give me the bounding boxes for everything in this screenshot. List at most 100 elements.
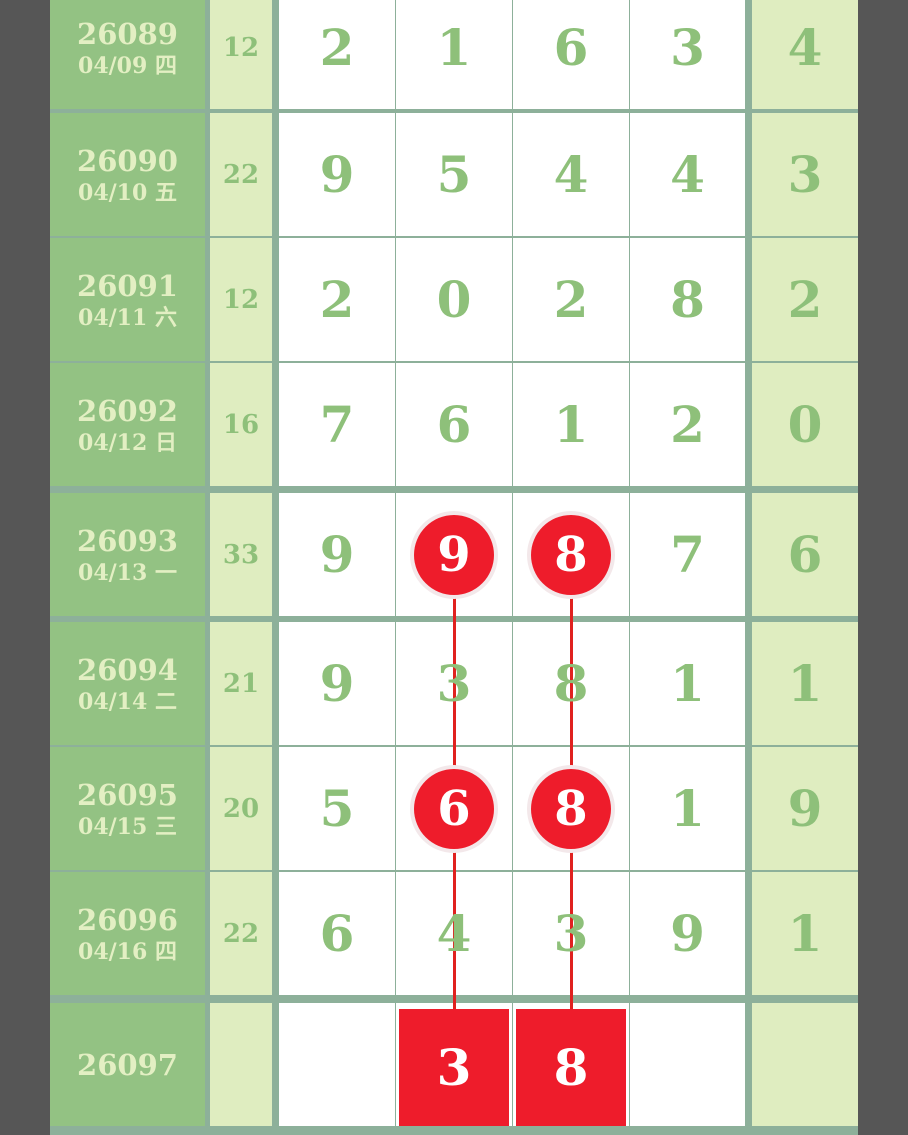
last-digit-cell: 3 — [752, 113, 858, 236]
issue-cell: 26097 — [50, 1003, 205, 1126]
digit-cell: 1 — [513, 363, 629, 486]
digit-cell: 2 — [279, 238, 395, 361]
last-digit-value: 6 — [787, 525, 823, 584]
digit-value: 9 — [319, 525, 355, 584]
digit-cell: 1 — [630, 747, 745, 870]
digit-cell: 7 — [630, 493, 745, 616]
issue-cell: 26089 04/09 四 — [50, 0, 205, 109]
digit-value: 1 — [670, 779, 705, 838]
digit-cell: 6 — [396, 363, 512, 486]
digit-value: 6 — [319, 904, 355, 963]
digit-cell: 9 — [630, 872, 745, 995]
last-digit-value: 3 — [787, 145, 823, 204]
digit-cell: 9 — [279, 493, 395, 616]
lottery-trend-table: 26089 04/09 四 12 2 1 6 3 4 26090 04/10 五 22 9 5 4 4 3 26… — [50, 0, 858, 1135]
digit-value: 7 — [319, 395, 355, 454]
predicted-box: 8 — [516, 1009, 626, 1126]
digit-value: 6 — [436, 395, 472, 454]
issue-number: 26097 — [77, 1047, 178, 1082]
digit-value: 1 — [436, 18, 472, 77]
digit-cell: 5 — [396, 113, 512, 236]
digit-cell: 0 — [396, 238, 512, 361]
digit-value: 3 — [670, 18, 705, 77]
sum-cell: 21 — [210, 622, 272, 745]
last-digit-cell: 1 — [752, 872, 858, 995]
issue-cell: 26096 04/16 四 — [50, 872, 205, 995]
issue-date: 04/12 日 — [78, 429, 177, 456]
digit-value: 1 — [670, 654, 705, 713]
sum-cell — [210, 1003, 272, 1126]
digit-value: 9 — [670, 904, 705, 963]
last-digit-cell: 4 — [752, 0, 858, 109]
issue-cell: 26093 04/13 一 — [50, 493, 205, 616]
digit-value: 2 — [319, 18, 355, 77]
highlight-ball: 6 — [414, 768, 494, 849]
sum-value: 21 — [222, 668, 260, 699]
digit-cell — [279, 1003, 395, 1126]
digit-cell — [630, 1003, 745, 1126]
digit-value: 6 — [553, 18, 589, 77]
last-digit-cell — [752, 1003, 858, 1126]
digit-value: 4 — [553, 145, 589, 204]
issue-date: 04/14 二 — [78, 688, 177, 715]
digit-value: 9 — [319, 654, 355, 713]
issue-date: 04/16 四 — [78, 938, 177, 965]
issue-cell: 26090 04/10 五 — [50, 113, 205, 236]
issue-cell: 26091 04/11 六 — [50, 238, 205, 361]
digit-value: 8 — [670, 270, 705, 329]
sum-value: 16 — [222, 409, 260, 440]
issue-cell: 26092 04/12 日 — [50, 363, 205, 486]
last-digit-value: 1 — [787, 904, 823, 963]
sum-value: 33 — [222, 539, 260, 570]
predicted-box: 3 — [399, 1009, 509, 1126]
digit-value: 0 — [436, 270, 472, 329]
issue-number: 26090 — [77, 143, 178, 178]
issue-number: 26094 — [77, 652, 178, 687]
issue-number: 26091 — [77, 268, 178, 303]
digit-value: 2 — [670, 395, 705, 454]
sum-value: 22 — [222, 159, 260, 190]
sum-cell: 12 — [210, 238, 272, 361]
digit-value: 8 — [553, 654, 589, 713]
sum-value: 12 — [222, 284, 260, 315]
digit-cell: 6 — [513, 0, 629, 109]
digit-cell: 2 — [513, 238, 629, 361]
issue-date: 04/13 一 — [78, 559, 177, 586]
sum-cell: 16 — [210, 363, 272, 486]
highlight-ball: 8 — [531, 514, 611, 595]
issue-date: 04/10 五 — [78, 179, 177, 206]
sum-cell: 20 — [210, 747, 272, 870]
digit-cell: 7 — [279, 363, 395, 486]
last-digit-value: 1 — [787, 654, 823, 713]
digit-cell: 4 — [513, 113, 629, 236]
digit-cell: 9 — [279, 622, 395, 745]
digit-cell: 5 — [279, 747, 395, 870]
issue-number: 26093 — [77, 523, 178, 558]
last-digit-cell: 2 — [752, 238, 858, 361]
digit-value: 3 — [553, 904, 589, 963]
last-digit-cell: 9 — [752, 747, 858, 870]
last-digit-cell: 6 — [752, 493, 858, 616]
digit-cell: 1 — [396, 0, 512, 109]
digit-value: 2 — [319, 270, 355, 329]
digit-cell: 8 — [630, 238, 745, 361]
last-digit-cell: 0 — [752, 363, 858, 486]
highlight-ball: 8 — [531, 768, 611, 849]
last-digit-value: 4 — [787, 18, 823, 77]
sum-cell: 12 — [210, 0, 272, 109]
sum-cell: 22 — [210, 872, 272, 995]
digit-value: 2 — [553, 270, 589, 329]
issue-number: 26095 — [77, 777, 178, 812]
last-digit-value: 0 — [787, 395, 823, 454]
last-digit-value: 9 — [787, 779, 823, 838]
last-digit-value: 2 — [787, 270, 823, 329]
issue-cell: 26094 04/14 二 — [50, 622, 205, 745]
digit-value: 1 — [553, 395, 589, 454]
digit-value: 4 — [670, 145, 705, 204]
digit-value: 9 — [319, 145, 355, 204]
issue-number: 26089 — [77, 16, 178, 51]
digit-cell: 3 — [630, 0, 745, 109]
issue-date: 04/11 六 — [78, 304, 177, 331]
digit-value: 3 — [436, 654, 472, 713]
issue-number: 26092 — [77, 393, 178, 428]
